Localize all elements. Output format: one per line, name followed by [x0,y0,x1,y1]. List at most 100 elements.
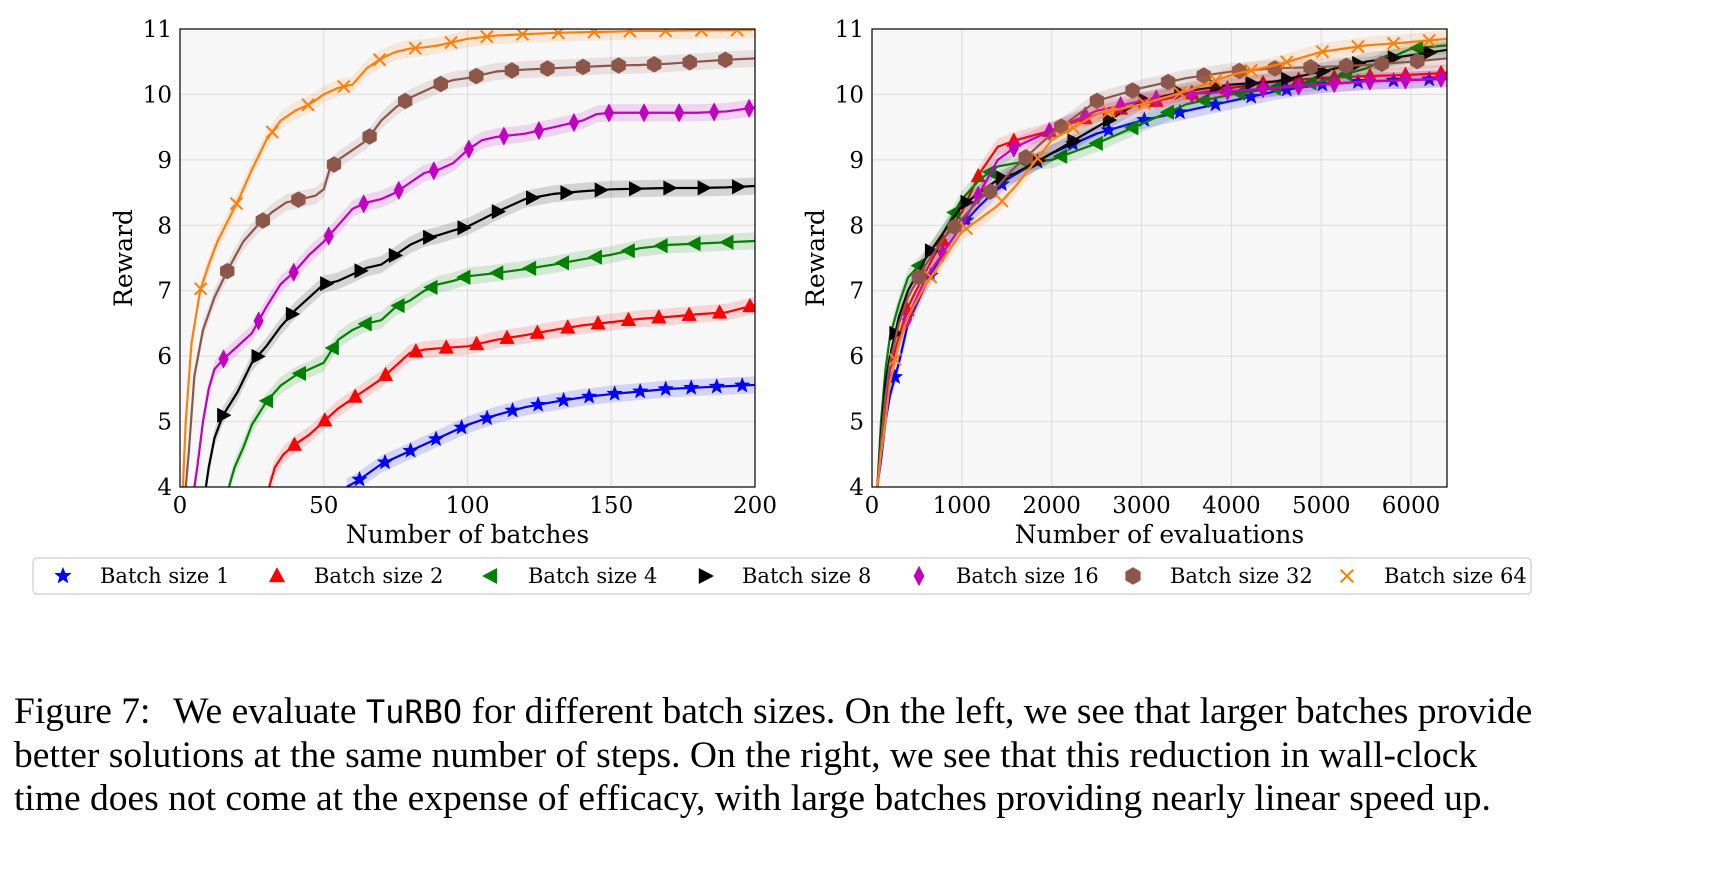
left-y-tick-label-9: 9 [157,148,172,174]
left-point-batch-size-4-13 [686,236,701,252]
right-point-batch-size-64-4 [1030,151,1045,165]
legend-label-batch-size-8: Batch size 8 [742,564,871,588]
left-point-batch-size-64-10 [551,29,566,40]
left-point-batch-size-16-8 [498,126,509,146]
left-point-batch-size-64-5 [372,52,387,67]
left-point-batch-size-8-6 [423,229,438,245]
left-point-batch-size-16-9 [533,120,545,141]
legend-entry-batch-size-64: Batch size 64 [1339,564,1527,588]
right-point-batch-size-4-6 [1123,120,1139,136]
legend-frame [32,557,1532,595]
left-point-batch-size-32-12 [647,56,662,73]
legend-hexagon-icon [1125,567,1141,585]
legend-x-icon [1339,568,1355,584]
left-point-batch-size-32-9 [540,60,555,77]
left-point-batch-size-2-9 [560,319,576,334]
right-axes-frame [871,28,1448,488]
right-x-tick-label-5000: 5000 [1292,493,1351,519]
right-series-layer [876,30,1447,487]
right-point-batch-size-8-2 [960,194,975,210]
left-series-batch-size-4 [227,232,755,487]
left-point-batch-size-4-9 [554,255,570,271]
left-point-batch-size-2-6 [469,335,485,351]
left-point-batch-size-64-11 [587,29,601,39]
legend-entry-batch-size-4: Batch size 4 [481,564,657,588]
legend-triangle-left-icon [481,567,498,585]
left-point-batch-size-64-15 [730,29,744,37]
left-point-batch-size-4-2 [324,340,339,356]
right-point-batch-size-1-9 [1207,95,1224,112]
legend-label-batch-size-2: Batch size 2 [314,564,443,588]
right-point-batch-size-32-2 [982,183,998,200]
left-y-tick-label-10: 10 [143,82,172,108]
right-point-batch-size-32-7 [1160,73,1176,91]
legend-entry-batch-size-16: Batch size 16 [913,564,1099,588]
right-point-batch-size-8-15 [1423,44,1438,61]
left-point-batch-size-1-5 [478,409,496,426]
left-point-batch-size-32-6 [433,75,448,93]
legend-entry-batch-size-2: Batch size 2 [268,564,443,588]
legend-entry-batch-size-8: Batch size 8 [698,564,871,588]
right-point-batch-size-16-9 [1222,81,1233,102]
right-point-batch-size-4-1 [945,204,961,221]
left-point-batch-size-8-3 [320,276,335,292]
left-point-batch-size-4-14 [719,234,734,250]
caption-prefix: Figure 7: [14,691,151,732]
right-x-tick-label-3000: 3000 [1112,493,1171,519]
right-y-tick-label-8: 8 [849,213,864,239]
left-point-batch-size-8-0 [217,407,232,423]
left-point-batch-size-16-0 [218,349,229,369]
right-point-batch-size-64-12 [1315,45,1330,59]
left-point-batch-size-8-11 [594,182,610,198]
right-point-batch-size-4-8 [1195,92,1210,109]
left-point-batch-size-2-5 [438,339,454,354]
left-x-tick-label-0: 0 [173,493,188,519]
left-point-batch-size-8-4 [354,263,369,279]
left-point-batch-size-16-2 [288,262,299,283]
left-y-tick-label-11: 11 [143,17,172,43]
legend-label-batch-size-16: Batch size 16 [956,564,1099,588]
left-series-layer [181,29,755,487]
left-point-batch-size-32-14 [718,51,733,69]
left-series-batch-size-8 [204,177,755,487]
right-point-batch-size-16-10 [1257,79,1269,99]
right-y-tick-label-4: 4 [849,475,864,501]
right-x-tick-label-4000: 4000 [1202,493,1261,519]
left-point-batch-size-64-13 [658,29,673,38]
left-point-batch-size-1-1 [376,453,394,470]
left-point-batch-size-8-1 [251,348,266,365]
left-point-batch-size-16-11 [603,103,615,123]
left-point-batch-size-16-10 [568,112,580,133]
left-point-batch-size-8-15 [731,179,747,195]
right-point-batch-size-8-14 [1387,50,1403,66]
right-point-batch-size-16-11 [1293,76,1304,97]
left-point-batch-size-1-15 [733,376,751,393]
left-x-tick-label-200: 200 [733,493,777,519]
right-point-batch-size-8-5 [1067,133,1082,149]
legend-entry-batch-size-1: Batch size 1 [54,564,229,588]
left-point-batch-size-1-7 [529,396,547,412]
left-point-batch-size-32-7 [469,67,484,85]
left-point-batch-size-32-2 [291,191,306,208]
caption-text-b: for different batch sizes. On the left, … [471,691,1533,732]
left-point-batch-size-4-6 [456,269,471,285]
right-point-batch-size-32-5 [1089,92,1105,110]
left-point-batch-size-8-12 [629,181,644,197]
right-x-tick-label-1000: 1000 [933,493,992,519]
left-point-batch-size-32-8 [504,62,520,79]
left-point-batch-size-16-3 [323,226,334,246]
left-point-batch-size-1-4 [453,418,470,435]
caption-line-3: time does not come at the expense of eff… [14,778,1491,819]
right-point-batch-size-8-10 [1245,75,1260,91]
left-point-batch-size-1-11 [631,382,649,399]
left-point-batch-size-8-5 [388,247,404,264]
left-point-batch-size-16-14 [709,102,720,122]
right-line-batch-size-32 [876,57,1447,487]
legend-label-batch-size-1: Batch size 1 [100,564,229,588]
left-point-batch-size-1-3 [427,430,445,447]
left-point-batch-size-1-2 [402,442,419,458]
right-point-batch-size-64-14 [1386,36,1401,51]
legend-label-batch-size-64: Batch size 64 [1384,564,1527,588]
legend-label-batch-size-32: Batch size 32 [1170,564,1313,588]
left-point-batch-size-1-14 [708,377,726,394]
